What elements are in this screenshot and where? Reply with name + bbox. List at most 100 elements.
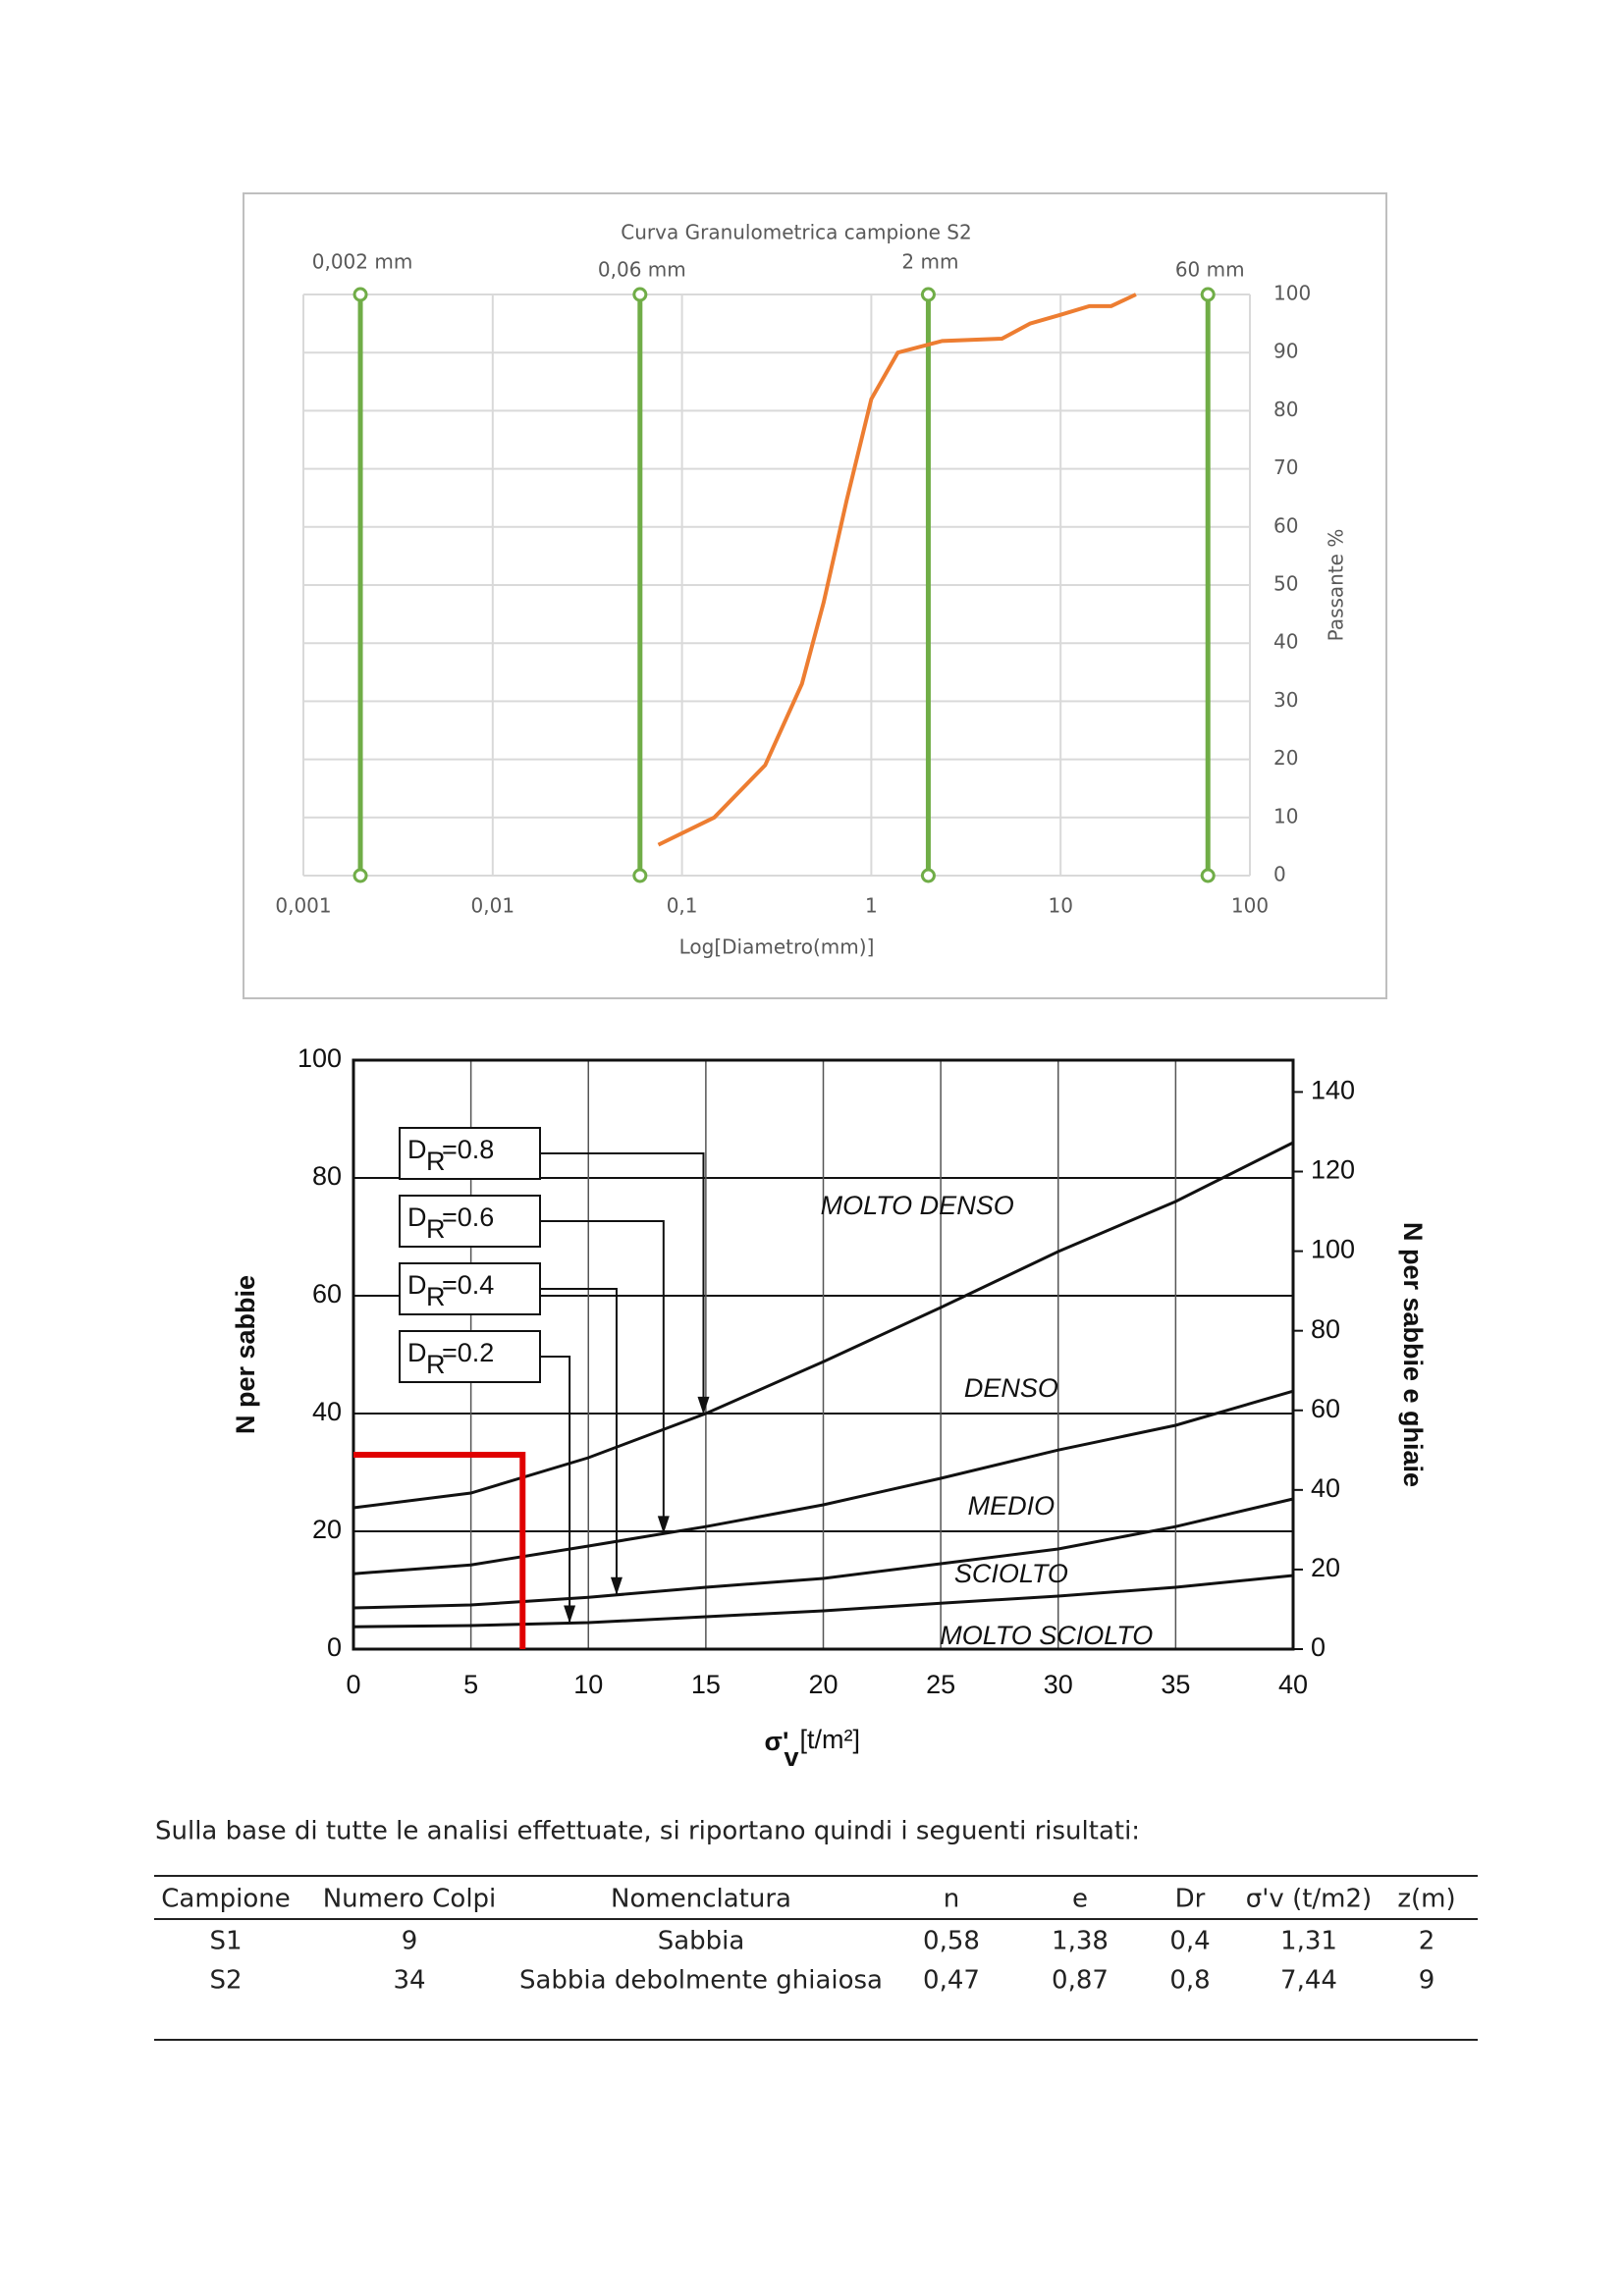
y-axis-label: Passante % xyxy=(1325,529,1348,642)
marker-dot xyxy=(1200,287,1216,302)
marker-dot xyxy=(352,287,368,302)
dr-subscript: R xyxy=(426,1350,446,1379)
data-line xyxy=(352,1141,1294,1510)
dr-arrow xyxy=(540,1356,571,1624)
y2-tick-label: 140 xyxy=(1311,1076,1355,1105)
y-tick-label: 0 xyxy=(327,1632,342,1662)
dr-subscript: R xyxy=(426,1147,446,1176)
x-tick-label: 100 xyxy=(1231,894,1269,918)
x-tick-label: 20 xyxy=(808,1670,838,1699)
y2-tick-label: 60 xyxy=(1311,1394,1340,1423)
y-tick-label: 10 xyxy=(1273,804,1298,828)
chart-title: Curva Granulometrica campione S2 xyxy=(621,221,971,244)
zone-label: SCIOLTO xyxy=(954,1559,1068,1588)
x-tick-label: 10 xyxy=(573,1670,603,1699)
y2-tick-label: 120 xyxy=(1311,1155,1355,1185)
chart-frame xyxy=(243,192,1387,999)
y-tick-label: 80 xyxy=(312,1161,342,1191)
table-header: Dr xyxy=(1175,1885,1206,1914)
y2-tick-label: 40 xyxy=(1311,1473,1340,1503)
x-tick-label: 15 xyxy=(691,1670,721,1699)
x-axis-label-unit: [t/m²] xyxy=(800,1725,861,1754)
marker-label: 2 mm xyxy=(901,250,958,274)
table-cell: Sabbia xyxy=(658,1927,745,1956)
table-cell: S1 xyxy=(209,1927,242,1956)
dr-subscript: R xyxy=(426,1282,446,1311)
x-tick-label: 30 xyxy=(1044,1670,1073,1699)
zone-label: MOLTO SCIOLTO xyxy=(940,1621,1153,1650)
dr-arrowhead xyxy=(657,1516,670,1534)
data-line xyxy=(352,1574,1294,1629)
zone-label: DENSO xyxy=(964,1373,1058,1403)
data-line xyxy=(657,293,1137,847)
y2-tick-label: 100 xyxy=(1311,1235,1355,1264)
table-cell: 0,4 xyxy=(1169,1927,1210,1956)
y-tick-label: 30 xyxy=(1273,688,1298,712)
y-tick-label: 40 xyxy=(1273,630,1298,654)
table-cell: 2 xyxy=(1419,1927,1435,1956)
table-cell: 0,8 xyxy=(1169,1966,1210,1996)
table-cell: 9 xyxy=(1419,1966,1435,1996)
dr-symbol: D xyxy=(407,1338,427,1367)
table-header: Campione xyxy=(161,1885,291,1914)
zone-label: MEDIO xyxy=(968,1491,1056,1521)
table-cell: S2 xyxy=(209,1966,242,1996)
y-tick-label: 90 xyxy=(1273,340,1298,363)
y2-tick-label: 20 xyxy=(1311,1553,1340,1582)
marker-label: 60 mm xyxy=(1175,258,1245,282)
dr-arrow xyxy=(540,1152,705,1415)
x-axis-label: Log[Diametro(mm)] xyxy=(679,935,875,959)
marker-dot xyxy=(920,287,936,302)
dr-symbol: D xyxy=(407,1135,427,1164)
marker-dot xyxy=(1200,868,1216,883)
y-tick-label: 50 xyxy=(1273,572,1298,596)
document-body: Sulla base di tutte le analisi effettuat… xyxy=(154,1817,1478,2041)
y2-tick-label: 80 xyxy=(1311,1314,1340,1344)
x-tick-label: 5 xyxy=(463,1670,478,1699)
table-cell: 1,31 xyxy=(1280,1927,1337,1956)
marker-dot xyxy=(352,868,368,883)
plot-frame xyxy=(352,1058,1295,1651)
zone-label: MOLTO DENSO xyxy=(821,1191,1014,1220)
table-cell: 7,44 xyxy=(1280,1966,1337,1996)
marker-dot xyxy=(632,868,648,883)
table-cell: 0,47 xyxy=(923,1966,980,1996)
y-tick-label: 60 xyxy=(312,1279,342,1308)
dr-subscript: R xyxy=(426,1214,446,1244)
y-axis-label: N per sabbie xyxy=(231,1275,260,1434)
table-header: Numero Colpi xyxy=(323,1885,497,1914)
y-tick-label: 60 xyxy=(1273,513,1298,537)
table-cell: 34 xyxy=(393,1966,425,1996)
x-tick-label: 40 xyxy=(1278,1670,1308,1699)
dr-symbol: D xyxy=(407,1270,427,1300)
x-tick-label: 0,01 xyxy=(471,894,515,918)
marker-dot xyxy=(632,287,648,302)
x-tick-label: 25 xyxy=(926,1670,955,1699)
table-header: σ'v (t/m2) xyxy=(1246,1885,1372,1914)
y-tick-label: 40 xyxy=(312,1397,342,1426)
data-line xyxy=(352,1497,1294,1610)
marker-dot xyxy=(920,868,936,883)
x-tick-label: 0 xyxy=(346,1670,360,1699)
marker-label: 0,06 mm xyxy=(598,258,686,282)
y-tick-label: 80 xyxy=(1273,398,1298,421)
x-axis-label-sub: v xyxy=(785,1742,799,1772)
highlight-line xyxy=(353,1452,526,1649)
dr-arrowhead xyxy=(697,1396,710,1415)
dr-text: =0.2 xyxy=(442,1338,494,1367)
table-header: e xyxy=(1072,1885,1088,1914)
y-tick-label: 70 xyxy=(1273,455,1298,479)
dr-arrowhead xyxy=(610,1576,623,1595)
y2-axis-label: N per sabbie e ghiaie xyxy=(1398,1222,1428,1487)
dr-arrowhead xyxy=(564,1605,576,1624)
paragraph: Sulla base di tutte le analisi effettuat… xyxy=(155,1817,1140,1846)
y-tick-label: 100 xyxy=(298,1043,342,1073)
table-header: n xyxy=(944,1885,959,1914)
table-header: Nomenclatura xyxy=(611,1885,791,1914)
y-tick-label: 0 xyxy=(1273,863,1286,886)
table-header: z(m) xyxy=(1397,1885,1455,1914)
y-tick-label: 20 xyxy=(1273,746,1298,770)
x-tick-label: 0,001 xyxy=(275,894,331,918)
